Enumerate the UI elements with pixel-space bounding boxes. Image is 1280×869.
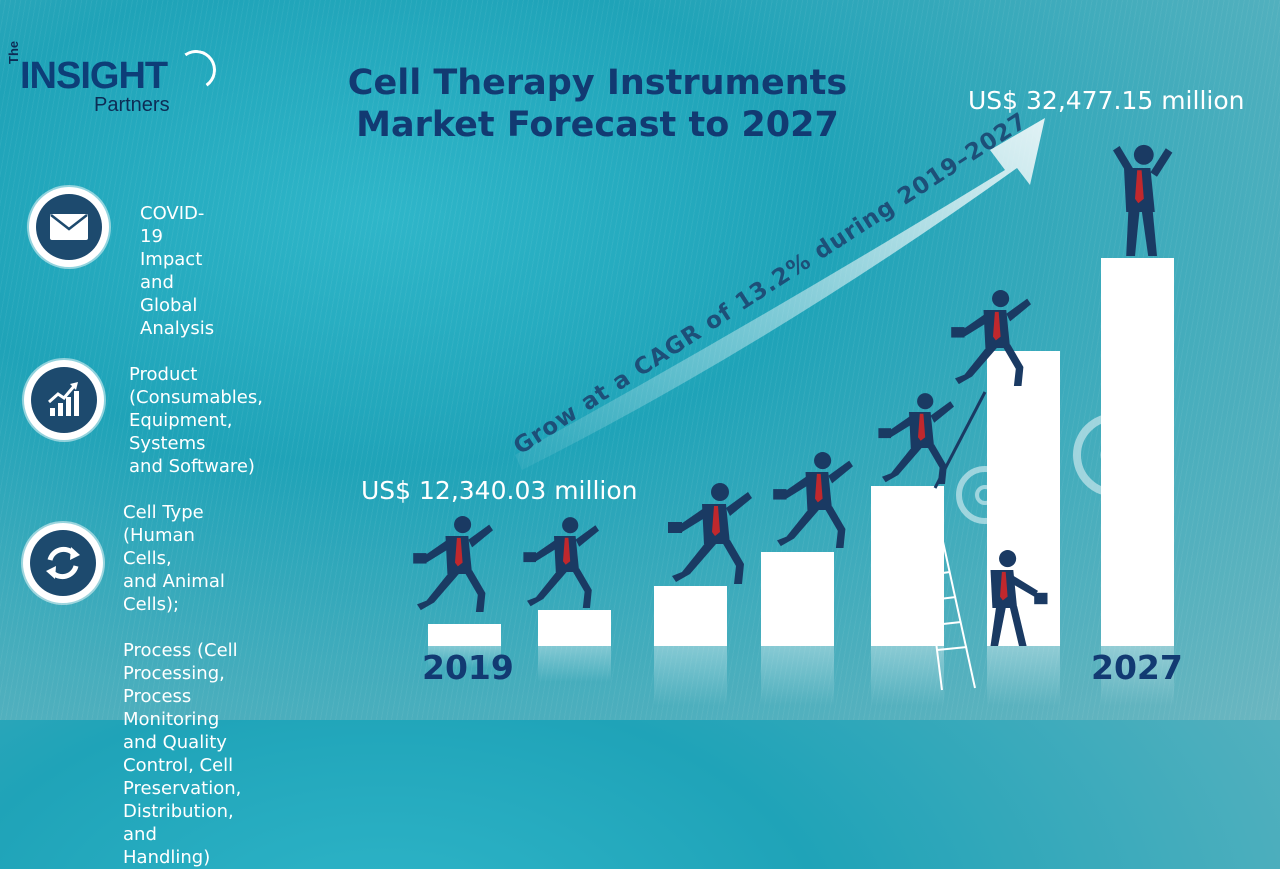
x-end-label: 2027 — [1091, 648, 1183, 687]
feature-3-line-8: Preservation, — [123, 777, 241, 800]
bar-reflection-6 — [987, 646, 1060, 706]
end-value-label: US$ 32,477.15 million — [968, 86, 1244, 115]
bar-reflection-3 — [654, 646, 727, 706]
feature-3-line-9: Distribution, and — [123, 800, 241, 846]
businessman-celebrating — [1113, 145, 1172, 256]
feature-3-line-7: Control, Cell — [123, 754, 241, 777]
bar-2 — [538, 610, 611, 646]
bar-reflection-5 — [871, 646, 944, 706]
bar-3 — [654, 586, 727, 646]
bar-reflection-2 — [538, 646, 611, 682]
bar-4 — [761, 552, 834, 646]
businesswoman-running-2 — [523, 517, 599, 608]
x-start-label: 2019 — [422, 648, 514, 687]
cagr-annotation: Grow at a CAGR of 13.2% during 2019–2027 — [509, 108, 1032, 460]
businessman-running-1 — [413, 516, 493, 612]
start-value-label: US$ 12,340.03 million — [361, 476, 637, 505]
bar-1 — [428, 624, 501, 646]
feature-3-line-10: Handling) — [123, 846, 241, 869]
bar-7 — [1101, 258, 1174, 646]
bar-reflection-4 — [761, 646, 834, 706]
businessman-running-3 — [668, 483, 752, 584]
businesswoman-running-5 — [878, 393, 954, 484]
businessman-running-4 — [773, 452, 853, 548]
